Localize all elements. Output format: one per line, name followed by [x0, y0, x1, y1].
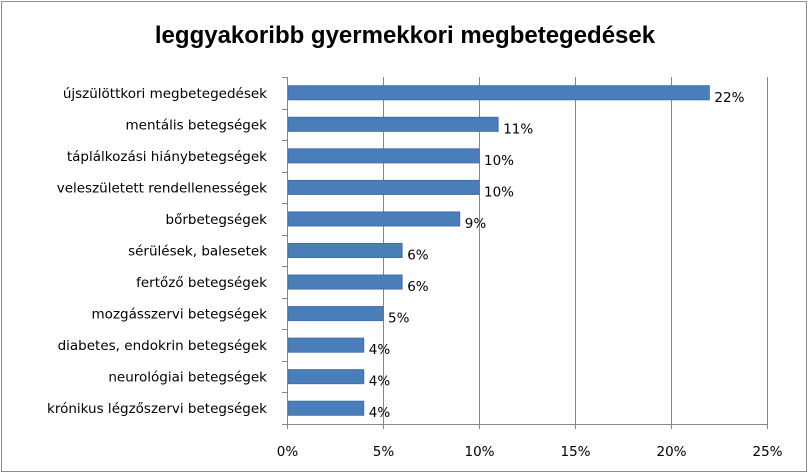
data-label: 22% — [714, 90, 744, 106]
data-label: 9% — [465, 216, 487, 232]
data-label: 10% — [484, 184, 514, 200]
bar — [287, 369, 365, 385]
bar — [287, 179, 480, 195]
gridlines — [383, 77, 768, 424]
data-label: 4% — [369, 374, 391, 390]
category-label: krónikus légzőszervi betegségek — [47, 401, 267, 417]
bars — [287, 85, 710, 416]
category-label: veleszületett rendellenességek — [57, 180, 267, 196]
category-label: neurológiai betegségek — [108, 370, 267, 386]
x-tick-label: 0% — [277, 444, 299, 460]
bar — [287, 148, 480, 164]
data-label: 4% — [369, 405, 391, 421]
bar — [287, 306, 384, 322]
category-label: táplálkozási hiánybetegségek — [67, 149, 267, 165]
category-label: bőrbetegségek — [166, 212, 268, 228]
category-label: fertőző betegségek — [136, 275, 267, 291]
category-label: újszülöttkori megbetegedések — [63, 86, 267, 102]
category-label: diabetes, endokrin betegségek — [58, 338, 268, 354]
data-label: 4% — [369, 342, 391, 358]
bar — [287, 116, 499, 132]
bar — [287, 85, 710, 101]
bar — [287, 211, 461, 227]
data-label: 10% — [484, 153, 514, 169]
chart-title: leggyakoribb gyermekkori megbetegedések — [155, 22, 656, 49]
x-tick-label: 20% — [656, 444, 686, 460]
data-label: 11% — [503, 121, 533, 137]
x-tick-label: 5% — [373, 444, 395, 460]
category-label: mozgásszervi betegségek — [92, 307, 268, 323]
axes — [282, 77, 768, 429]
bar — [287, 400, 365, 416]
bar — [287, 274, 403, 290]
data-label: 5% — [388, 311, 410, 327]
labels: 0% 5% 10% 15% 20% 25% újszülöttkori megbeteged… — [47, 86, 783, 460]
data-label: 6% — [407, 279, 429, 295]
x-tick-label: 15% — [560, 444, 590, 460]
bar — [287, 243, 403, 258]
category-label: sérülések, balesetek — [128, 244, 267, 260]
bar — [287, 337, 365, 353]
data-label: 6% — [407, 248, 429, 264]
x-tick-label: 25% — [752, 444, 782, 460]
x-tick-label: 10% — [464, 444, 494, 460]
category-label: mentális betegségek — [126, 117, 268, 133]
